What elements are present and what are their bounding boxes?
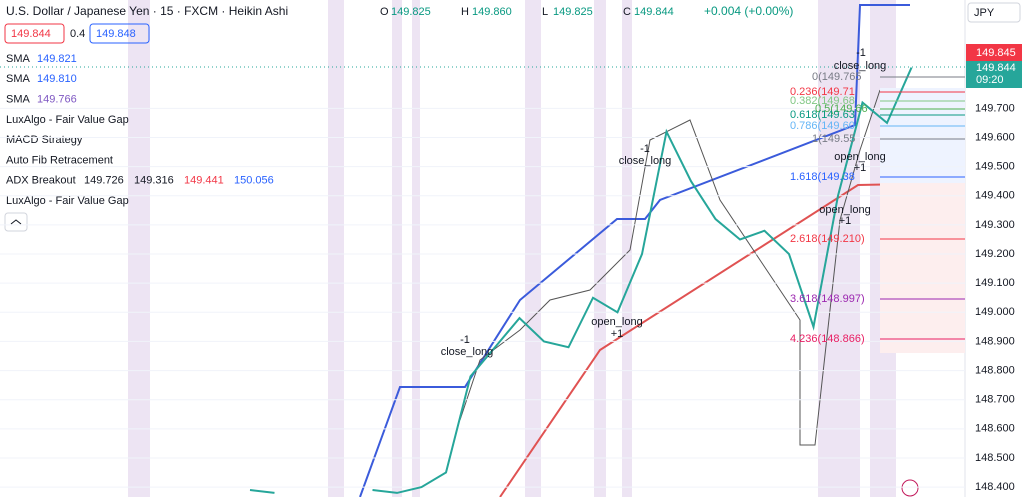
trade-label: close_long — [441, 346, 494, 358]
symbol: U.S. Dollar / Japanese Yen · 15 · FXCM ·… — [6, 4, 288, 18]
session-bands — [128, 0, 896, 497]
y-tick-label: 149.500 — [975, 161, 1015, 173]
trade-label: -1 — [856, 47, 866, 59]
fib-label: 4.236(148.866) — [790, 333, 865, 345]
ask: 149.848 — [96, 28, 136, 40]
indicator-name: MACD Strategy — [6, 134, 83, 146]
trade-label: close_long — [619, 155, 672, 167]
fib-label: 0(149.765 — [812, 71, 862, 83]
y-tick-label: 149.400 — [975, 190, 1015, 202]
indicator-name: SMA — [6, 94, 31, 106]
price-line — [372, 67, 913, 494]
y-tick-label: 148.900 — [975, 335, 1015, 347]
price-line — [249, 489, 275, 494]
indicator-name: LuxAlgo - Fair Value Gap — [6, 114, 129, 126]
indicator-value: 150.056 — [234, 175, 274, 187]
fib-label: 0.382(149.68 — [790, 95, 855, 107]
fib-label: 3.618(148.997) — [790, 293, 865, 305]
fib-label: 0.786(149.60 — [790, 120, 855, 132]
channel-line — [459, 89, 881, 446]
ohlc-value: 149.860 — [472, 6, 512, 18]
ohlc-label: H — [461, 6, 469, 18]
fib-label: 1.618(149.38 — [790, 171, 855, 183]
trade-label: +1 — [611, 328, 624, 340]
y-tick-label: 149.600 — [975, 131, 1015, 143]
y-tick-label: 149.200 — [975, 248, 1015, 260]
indicator-name: LuxAlgo - Fair Value Gap — [6, 195, 129, 207]
y-tick-label: 148.400 — [975, 481, 1015, 493]
chevron-icon — [10, 219, 22, 225]
indicator-value: 149.766 — [37, 94, 77, 106]
indicator-value: 149.441 — [184, 175, 224, 187]
ohlc-value: 149.825 — [391, 6, 431, 18]
trade-label: -1 — [460, 334, 470, 346]
ohlc-value: 149.825 — [553, 6, 593, 18]
close-price: 149.844 — [976, 62, 1016, 74]
change: +0.004 (+0.00%) — [704, 4, 793, 18]
y-tick-label: 148.700 — [975, 394, 1015, 406]
fib-label: 0.5(149.66 — [815, 103, 868, 115]
y-tick-label: 149.700 — [975, 102, 1015, 114]
currency-button[interactable] — [967, 2, 1021, 23]
indicator-name: ADX Breakout — [6, 175, 76, 187]
indicator-value: 149.726 — [84, 175, 124, 187]
trade-label: open_long — [819, 204, 870, 216]
trade-label: +1 — [854, 162, 867, 174]
countdown: 09:20 — [976, 74, 1004, 86]
y-tick-label: 149.100 — [975, 277, 1015, 289]
bid-box[interactable] — [4, 23, 65, 44]
equity-line — [359, 4, 910, 498]
indicator-name: SMA — [6, 73, 31, 85]
trade-label: -1 — [640, 143, 650, 155]
fib-label: 1(149.55 — [812, 133, 855, 145]
ohlc-value: 149.844 — [634, 6, 674, 18]
indicator-value: 149.316 — [134, 175, 174, 187]
fib-label: 2.618(149.210) — [790, 233, 865, 245]
fib-zone — [880, 88, 965, 183]
currency: JPY — [974, 7, 995, 19]
indicator-name: Auto Fib Retracement — [6, 154, 113, 166]
ohlc-label: O — [380, 6, 389, 18]
logo-icon[interactable] — [901, 479, 919, 497]
indicator-name: SMA — [6, 53, 31, 65]
y-tick-label: 149.300 — [975, 219, 1015, 231]
y-tick-label: 149.000 — [975, 306, 1015, 318]
collapse-button[interactable] — [4, 212, 28, 232]
last-price-box — [966, 44, 1022, 61]
y-tick-label: 148.500 — [975, 452, 1015, 464]
ask-box[interactable] — [89, 23, 150, 44]
ohlc-label: C — [623, 6, 631, 18]
trade-label: open_long — [591, 316, 642, 328]
trade-label: open_long — [834, 151, 885, 163]
y-tick-label: 148.800 — [975, 364, 1015, 376]
fib-zone — [880, 183, 965, 353]
trade-label: close_long — [834, 60, 887, 72]
spread: 0.4 — [70, 28, 85, 40]
bid: 149.844 — [11, 28, 51, 40]
fib-label: 0.618(149.63 — [790, 109, 855, 121]
ohlc-label: L — [542, 6, 548, 18]
indicator-value: 149.810 — [37, 73, 77, 85]
trade-label: +1 — [839, 215, 852, 227]
last-price: 149.845 — [976, 47, 1016, 59]
y-tick-label: 148.600 — [975, 423, 1015, 435]
close-price-box — [966, 61, 1022, 88]
indicator-value: 149.821 — [37, 53, 77, 65]
fib-label: 0.236(149.71 — [790, 86, 855, 98]
